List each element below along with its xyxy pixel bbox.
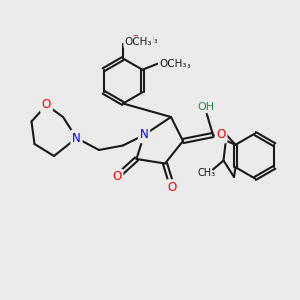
Text: N: N (140, 128, 148, 142)
Text: OCH₃: OCH₃ (159, 59, 187, 69)
Text: OH: OH (197, 101, 214, 112)
Text: OCH₃: OCH₃ (124, 37, 152, 47)
Text: CH₃: CH₃ (142, 36, 158, 45)
Text: CH₃: CH₃ (198, 167, 216, 178)
Text: O: O (164, 57, 172, 70)
Text: O: O (42, 98, 51, 112)
Text: N: N (72, 131, 81, 145)
Text: O: O (168, 181, 177, 194)
Text: O: O (217, 128, 226, 142)
Text: O: O (130, 34, 140, 47)
Text: O: O (112, 170, 122, 184)
Text: CH₃: CH₃ (175, 61, 191, 70)
